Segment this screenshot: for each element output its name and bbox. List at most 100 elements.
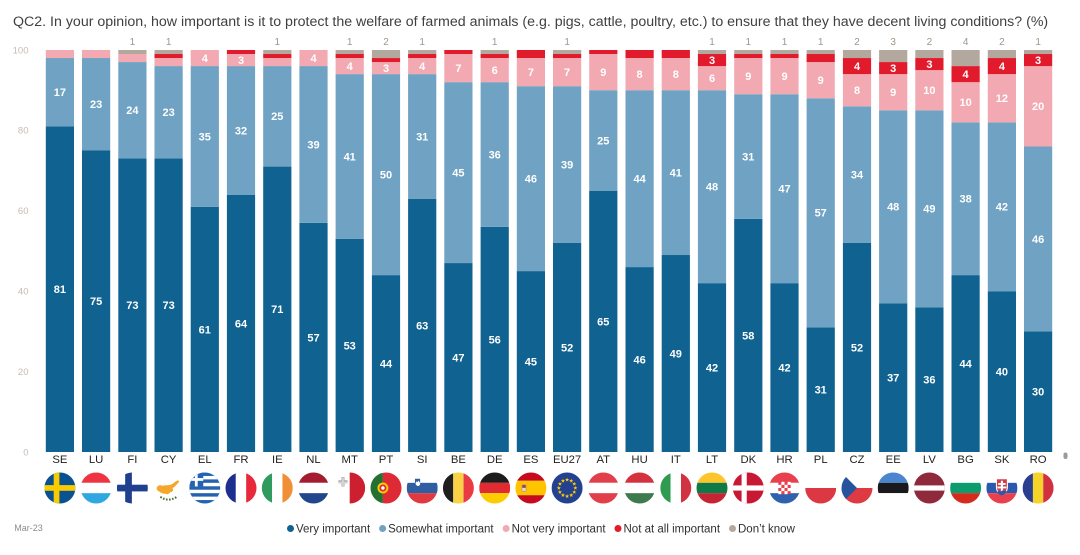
svg-text:4: 4	[310, 53, 317, 65]
svg-text:8: 8	[854, 85, 860, 97]
svg-text:QC2. In your opinion, how impo: QC2. In your opinion, how important is i…	[13, 14, 1048, 30]
svg-text:44: 44	[633, 174, 646, 186]
svg-text:46: 46	[633, 354, 645, 366]
svg-text:HU: HU	[631, 454, 647, 466]
svg-text:31: 31	[742, 151, 754, 163]
svg-text:48: 48	[887, 202, 899, 214]
svg-text:100: 100	[13, 45, 29, 56]
svg-text:CY: CY	[161, 454, 177, 466]
svg-text:31: 31	[815, 385, 827, 397]
svg-text:63: 63	[416, 320, 428, 332]
svg-text:57: 57	[815, 208, 827, 220]
svg-text:3: 3	[890, 37, 896, 48]
svg-text:1: 1	[709, 37, 715, 48]
svg-text:4: 4	[347, 61, 354, 73]
svg-text:BE: BE	[451, 454, 467, 466]
svg-text:3: 3	[1035, 55, 1041, 67]
svg-text:73: 73	[126, 300, 138, 312]
svg-text:71: 71	[271, 304, 283, 316]
svg-text:1: 1	[275, 37, 281, 48]
svg-text:9: 9	[818, 75, 824, 87]
svg-text:1: 1	[130, 37, 136, 48]
svg-text:Not at all important: Not at all important	[624, 524, 721, 536]
svg-text:46: 46	[525, 174, 537, 186]
svg-text:31: 31	[416, 131, 428, 143]
svg-text:81: 81	[54, 284, 66, 296]
svg-text:1: 1	[166, 37, 172, 48]
svg-text:1: 1	[818, 37, 824, 48]
svg-text:4: 4	[999, 61, 1006, 73]
svg-text:49: 49	[670, 348, 682, 360]
svg-text:38: 38	[959, 194, 971, 206]
svg-text:4: 4	[202, 53, 209, 65]
svg-text:7: 7	[455, 63, 461, 75]
svg-text:3: 3	[709, 55, 715, 67]
svg-text:1: 1	[1035, 37, 1041, 48]
svg-text:35: 35	[199, 131, 211, 143]
svg-text:3: 3	[890, 63, 896, 75]
svg-text:44: 44	[380, 358, 393, 370]
svg-text:AT: AT	[596, 454, 610, 466]
svg-text:NL: NL	[306, 454, 320, 466]
svg-text:8: 8	[673, 69, 679, 81]
svg-text:1: 1	[347, 37, 353, 48]
svg-text:2: 2	[854, 37, 860, 48]
svg-text:39: 39	[307, 139, 319, 151]
svg-text:64: 64	[235, 318, 248, 330]
svg-text:4: 4	[854, 61, 861, 73]
svg-text:41: 41	[670, 168, 682, 180]
svg-text:34: 34	[851, 170, 864, 182]
svg-text:8: 8	[637, 69, 643, 81]
svg-text:1: 1	[419, 37, 425, 48]
svg-text:36: 36	[489, 149, 501, 161]
svg-text:58: 58	[742, 330, 754, 342]
svg-text:9: 9	[745, 71, 751, 83]
svg-text:46: 46	[1032, 234, 1044, 246]
svg-text:23: 23	[90, 99, 102, 111]
svg-text:6: 6	[709, 73, 715, 85]
svg-text:ES: ES	[523, 454, 539, 466]
svg-text:IT: IT	[671, 454, 681, 466]
svg-text:44: 44	[959, 358, 972, 370]
svg-text:50: 50	[380, 170, 392, 182]
svg-text:40: 40	[996, 367, 1008, 379]
svg-text:MT: MT	[342, 454, 358, 466]
svg-text:48: 48	[706, 182, 718, 194]
svg-text:1: 1	[564, 37, 570, 48]
svg-text:DK: DK	[740, 454, 756, 466]
svg-text:LV: LV	[923, 454, 936, 466]
svg-text:EL: EL	[198, 454, 212, 466]
svg-text:4: 4	[963, 69, 970, 81]
svg-text:LU: LU	[89, 454, 103, 466]
svg-text:10: 10	[923, 85, 935, 97]
svg-text:47: 47	[778, 184, 790, 196]
svg-text:2: 2	[383, 37, 389, 48]
svg-text:41: 41	[344, 151, 356, 163]
svg-text:20: 20	[1032, 101, 1044, 113]
svg-text:47: 47	[452, 352, 464, 364]
svg-text:SI: SI	[417, 454, 428, 466]
svg-text:Don’t know: Don’t know	[738, 524, 796, 536]
svg-text:SE: SE	[52, 454, 68, 466]
svg-text:56: 56	[489, 334, 501, 346]
svg-text:EU27: EU27	[553, 454, 581, 466]
svg-text:1: 1	[782, 37, 788, 48]
svg-text:1: 1	[492, 37, 498, 48]
svg-text:BG: BG	[957, 454, 973, 466]
svg-text:52: 52	[561, 342, 573, 354]
svg-text:Mar-23: Mar-23	[14, 523, 43, 533]
svg-text:LT: LT	[706, 454, 718, 466]
svg-text:39: 39	[561, 159, 573, 171]
svg-text:45: 45	[525, 356, 537, 368]
svg-text:6: 6	[492, 65, 498, 77]
svg-text:65: 65	[597, 316, 609, 328]
svg-text:23: 23	[162, 107, 174, 119]
svg-text:45: 45	[452, 168, 464, 180]
svg-text:4: 4	[963, 37, 969, 48]
svg-text:3: 3	[238, 55, 244, 67]
svg-text:RO: RO	[1030, 454, 1047, 466]
svg-text:37: 37	[887, 373, 899, 385]
svg-text:1: 1	[746, 37, 752, 48]
svg-text:4: 4	[419, 61, 426, 73]
svg-text:3: 3	[926, 59, 932, 71]
